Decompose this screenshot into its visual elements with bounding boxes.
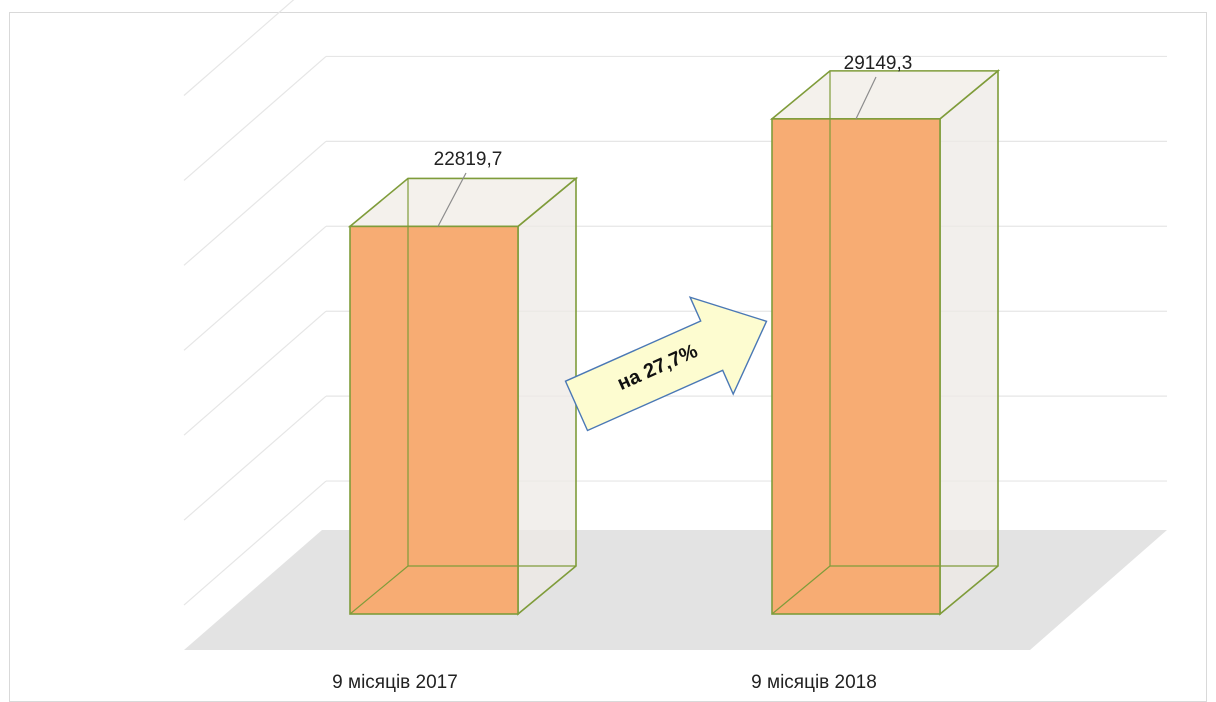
gridline-side <box>183 480 327 606</box>
gridline-side <box>183 55 327 181</box>
data-label-2018: 29149,3 <box>844 53 913 74</box>
bar-front-face <box>771 118 941 615</box>
gridline-side <box>183 395 327 521</box>
data-label-leader <box>855 76 877 120</box>
category-label-2017: 9 місяців 2017 <box>332 672 458 693</box>
bar-side-face <box>939 69 999 616</box>
growth-arrow: на 27,7% <box>564 296 768 432</box>
data-label-2017: 22819,7 <box>434 149 503 170</box>
growth-arrow-shape <box>564 296 768 432</box>
bar-front-face <box>349 225 519 615</box>
floor-plane <box>184 530 1167 650</box>
gridlines <box>183 0 1167 606</box>
bars <box>347 69 1001 616</box>
category-label-2018: 9 місяців 2018 <box>751 672 877 693</box>
gridline-side <box>183 0 295 96</box>
bar-bottom-edge <box>349 565 409 615</box>
bar-bottom-edge <box>771 565 831 615</box>
bar-2017 <box>347 176 579 616</box>
bar-2018 <box>769 69 1001 616</box>
gridline-side <box>183 140 327 266</box>
data-label-leader <box>437 172 467 227</box>
labels: 9 місяців 2017 9 місяців 2018 22819,7 29… <box>332 53 912 693</box>
bar-side-face <box>517 176 577 616</box>
gridline-side <box>183 310 327 436</box>
chart-floor <box>184 530 1167 650</box>
gridline-side <box>183 225 327 351</box>
